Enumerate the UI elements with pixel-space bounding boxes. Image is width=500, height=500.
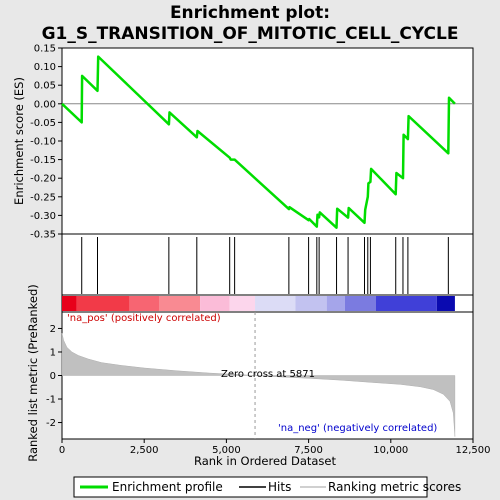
legend-metric-label: Ranking metric scores bbox=[328, 480, 461, 494]
zero-cross-label: Zero cross at 5871 bbox=[221, 369, 315, 380]
heat-segment bbox=[62, 296, 77, 311]
es-y-axis: 0.15 0.10 0.05 0.00 -0.05 -0.10 -0.15 -0.20 -0.2… bbox=[30, 44, 62, 241]
chart-title-line2: G1_S_TRANSITION_OF_MITOTIC_CELL_CYCLE bbox=[42, 24, 459, 44]
es-y-tick-label: -0.10 bbox=[30, 137, 56, 148]
es-panel bbox=[61, 47, 474, 235]
es-y-tick-label: 0.15 bbox=[34, 44, 56, 55]
heat-layer bbox=[62, 296, 455, 311]
heat-segment bbox=[295, 296, 327, 311]
x-tick-label: 12,500 bbox=[456, 445, 491, 456]
metric-layer bbox=[61, 312, 456, 439]
hits-layer bbox=[81, 237, 449, 294]
chart-title-line1: Enrichment plot: bbox=[170, 3, 330, 23]
metric-y-tick-label: -1 bbox=[46, 395, 56, 406]
metric-y-axis-label: Ranked list metric (PreRanked) bbox=[26, 284, 40, 462]
x-axis-label: Rank in Ordered Dataset bbox=[194, 454, 337, 468]
heat-segment bbox=[376, 296, 437, 311]
legend-enrichment-label: Enrichment profile bbox=[112, 480, 223, 494]
pos-correlated-label: 'na_pos' (positively correlated) bbox=[67, 313, 221, 324]
heat-segment bbox=[158, 296, 201, 311]
hits-panel bbox=[61, 233, 474, 296]
es-y-tick-label: 0.10 bbox=[34, 62, 56, 73]
heat-segment bbox=[326, 296, 345, 311]
x-tick-label: 0 bbox=[59, 445, 65, 456]
es-y-tick-label: -0.30 bbox=[30, 211, 56, 222]
x-tick-label: 2,500 bbox=[130, 445, 159, 456]
legend-hits-label: Hits bbox=[268, 480, 291, 494]
es-y-tick-label: 0.00 bbox=[34, 99, 56, 110]
heat-segment bbox=[129, 296, 159, 311]
es-y-tick-label: -0.05 bbox=[30, 118, 56, 129]
es-curve-layer bbox=[61, 55, 473, 229]
es-y-axis-label: Enrichment score (ES) bbox=[12, 77, 26, 205]
metric-y-tick-label: -2 bbox=[46, 418, 56, 429]
metric-y-tick-label: 1 bbox=[50, 347, 56, 358]
metric-y-tick-label: 0 bbox=[50, 371, 56, 382]
es-y-tick-label: -0.20 bbox=[30, 174, 56, 185]
heat-segment bbox=[229, 296, 256, 311]
heat-segment bbox=[436, 296, 455, 311]
legend-items: Enrichment profile Hits Ranking metric sco… bbox=[80, 480, 461, 494]
metric-y-tick-label: 2 bbox=[50, 324, 56, 335]
neg-correlated-label: 'na_neg' (negatively correlated) bbox=[278, 423, 437, 434]
heat-segment bbox=[344, 296, 377, 311]
x-tick-label: 7,500 bbox=[294, 445, 323, 456]
es-y-tick-label: -0.35 bbox=[30, 230, 56, 241]
x-axis: 0 2,500 5,000 7,500 10,000 12,500 bbox=[59, 439, 491, 456]
x-tick-label: 10,000 bbox=[373, 445, 408, 456]
es-y-tick-label: 0.05 bbox=[34, 81, 56, 92]
es-y-tick-label: -0.15 bbox=[30, 155, 56, 166]
heat-segment bbox=[255, 296, 296, 311]
heat-segment bbox=[200, 296, 230, 311]
x-tick-label: 5,000 bbox=[212, 445, 241, 456]
enrichment-profile-line bbox=[61, 55, 456, 229]
es-y-tick-label: -0.25 bbox=[30, 192, 56, 203]
metric-y-axis: 2 1 0 -1 -2 bbox=[46, 324, 62, 429]
heat-segment bbox=[76, 296, 130, 311]
ranking-metric-area bbox=[61, 333, 456, 437]
